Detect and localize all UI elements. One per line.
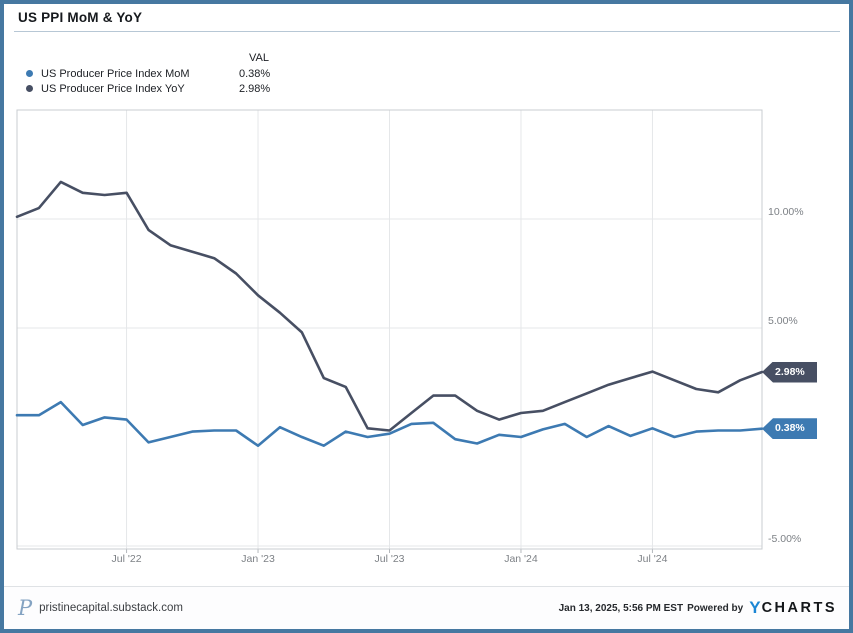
- y-axis-tick-label: 5.00%: [768, 315, 798, 327]
- series-value-badge: 2.98%: [762, 361, 817, 383]
- legend-label-yoy: US Producer Price Index YoY: [41, 82, 185, 95]
- powered-by-label: Powered by: [687, 602, 744, 614]
- x-axis-tick-label: Jul '24: [637, 553, 668, 565]
- series-value-badge: 0.38%: [762, 418, 817, 440]
- x-axis-tick-label: Jul '22: [111, 553, 142, 565]
- footer-source: P pristinecapital.substack.com: [18, 587, 183, 629]
- series-dot-yoy-icon: [26, 85, 33, 92]
- ycharts-logo-icon[interactable]: Y: [749, 598, 762, 617]
- legend: VAL US Producer Price Index MoM 0.38% US…: [4, 50, 270, 96]
- legend-item-mom: US Producer Price Index MoM 0.38%: [4, 66, 270, 81]
- legend-item-yoy: US Producer Price Index YoY 2.98%: [4, 81, 270, 96]
- page-title: US PPI MoM & YoY: [18, 10, 143, 25]
- series-dot-mom-icon: [26, 70, 33, 77]
- legend-label-mom: US Producer Price Index MoM: [41, 67, 190, 80]
- y-axis-tick-label: -5.00%: [768, 533, 802, 545]
- y-axis-tick-label: 10.00%: [768, 206, 804, 218]
- legend-val-header: VAL: [249, 52, 269, 64]
- chart-timestamp: Jan 13, 2025, 5:56 PM EST: [558, 602, 684, 614]
- line-chart-plot: [15, 109, 764, 553]
- x-axis-tick-label: Jan '23: [241, 553, 275, 565]
- source-site-link[interactable]: pristinecapital.substack.com: [39, 602, 183, 614]
- footer-attribution: Jan 13, 2025, 5:56 PM EST Powered by Y C…: [559, 587, 837, 629]
- x-axis-tick-label: Jul '23: [374, 553, 405, 565]
- legend-value-mom: 0.38%: [239, 67, 271, 80]
- pristine-capital-logo-icon: P: [18, 596, 33, 620]
- ycharts-logo-text[interactable]: CHARTS: [761, 600, 837, 616]
- footer: P pristinecapital.substack.com Jan 13, 2…: [4, 586, 849, 629]
- x-axis-tick-label: Jan '24: [504, 553, 538, 565]
- title-divider: [14, 31, 840, 32]
- legend-value-yoy: 2.98%: [239, 82, 271, 95]
